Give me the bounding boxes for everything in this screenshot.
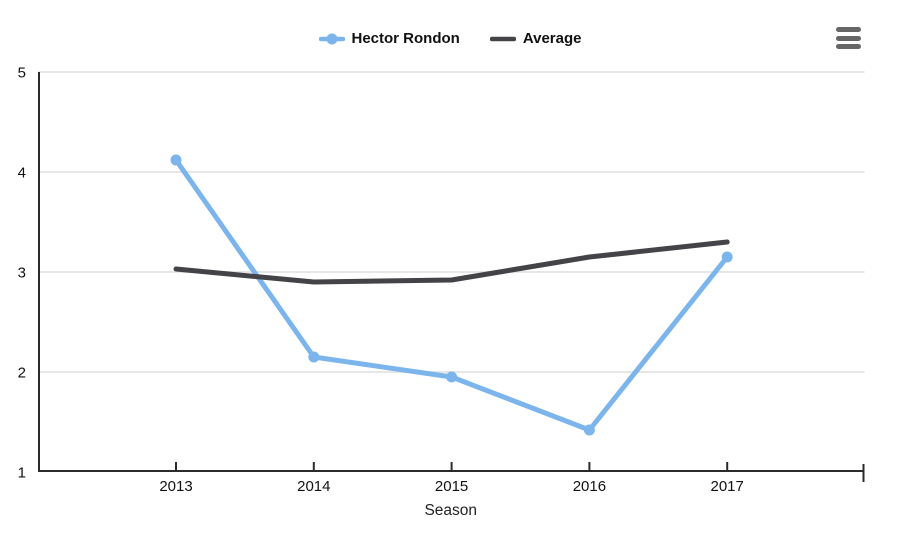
- hamburger-icon: [836, 35, 861, 41]
- data-point-marker: [170, 154, 182, 166]
- series-line-hector-rondon: [173, 157, 730, 433]
- x-axis-label: 2014: [297, 478, 330, 495]
- y-axis-label: 2: [18, 365, 26, 382]
- series-line-average: [173, 239, 730, 285]
- legend-label: Average: [522, 30, 582, 47]
- y-axis-label: 4: [18, 165, 26, 182]
- legend-label: Hector Rondon: [351, 30, 460, 47]
- legend-item-hector-rondon[interactable]: Hector Rondon: [318, 30, 460, 47]
- hamburger-icon: [836, 44, 861, 49]
- data-point-marker: [308, 351, 320, 363]
- hamburger-menu-button[interactable]: [836, 27, 862, 49]
- y-axis-label: 5: [18, 65, 26, 82]
- x-axis-label: 2017: [711, 478, 744, 495]
- data-point-marker: [446, 371, 458, 383]
- series-line-dot-icon: [318, 33, 345, 44]
- x-axis-label: 2016: [573, 478, 606, 495]
- y-axis-label: 1: [18, 465, 26, 482]
- legend-item-average[interactable]: Average: [489, 30, 582, 47]
- x-axis-label: 2015: [435, 478, 468, 495]
- series-line-icon: [489, 36, 516, 41]
- x-axis-title: Season: [424, 502, 477, 519]
- data-point-marker: [721, 251, 733, 263]
- y-axis-label: 3: [18, 265, 26, 282]
- legend: Hector Rondon Average: [0, 30, 900, 47]
- x-axis-label: 2013: [159, 478, 192, 495]
- hamburger-icon: [836, 27, 861, 32]
- data-point-marker: [583, 424, 595, 436]
